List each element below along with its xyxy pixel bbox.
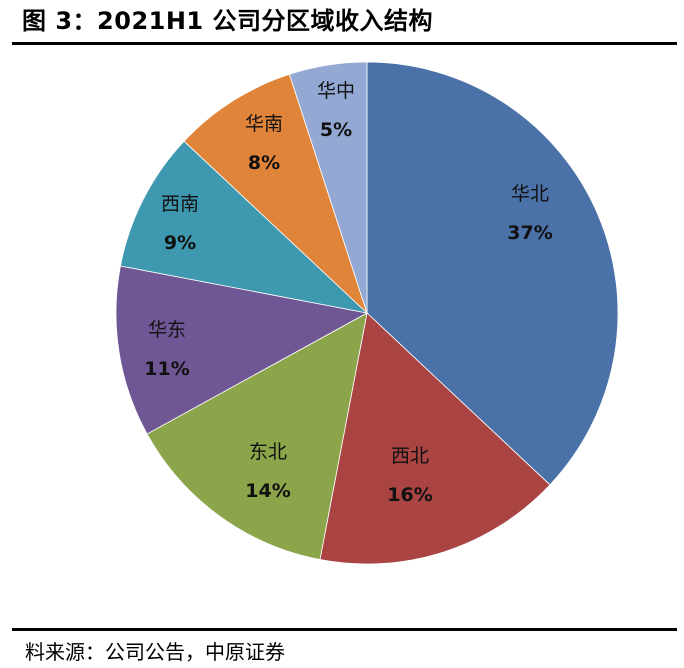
- slice-percent: 8%: [248, 152, 280, 174]
- top-rule: [12, 42, 677, 45]
- slice-label: 华中: [317, 80, 355, 102]
- slice-label: 华东: [148, 319, 186, 341]
- pie-slice-0: [366, 61, 619, 486]
- bottom-rule: [12, 628, 677, 631]
- slice-label: 东北: [249, 441, 287, 463]
- source-note: 料来源：公司公告，中原证券: [25, 640, 285, 664]
- pie-slice-2: [146, 312, 368, 561]
- pie-labels: 华北 37% 西北 16% 东北 14% 华东 11% 西南 9% 华南 8% 华中 5%: [144, 80, 552, 506]
- pie-slice-6: [288, 61, 368, 314]
- slice-percent: 11%: [144, 358, 189, 380]
- pie-slice-5: [183, 73, 368, 314]
- slice-percent: 37%: [507, 222, 552, 244]
- slice-percent: 5%: [320, 119, 352, 141]
- figure-title: 图 3：2021H1 公司分区域收入结构: [22, 7, 433, 35]
- pie-slice-3: [115, 265, 369, 435]
- slice-label: 西南: [161, 193, 199, 215]
- slice-percent: 9%: [164, 232, 196, 254]
- slice-label: 西北: [391, 445, 429, 467]
- pie-slice-4: [119, 140, 369, 314]
- pie-slices: [115, 61, 619, 565]
- pie-slice-1: [319, 312, 551, 565]
- slice-percent: 14%: [245, 480, 290, 502]
- slice-label: 华北: [511, 183, 549, 205]
- slice-percent: 16%: [387, 484, 432, 506]
- slice-label: 华南: [245, 113, 283, 135]
